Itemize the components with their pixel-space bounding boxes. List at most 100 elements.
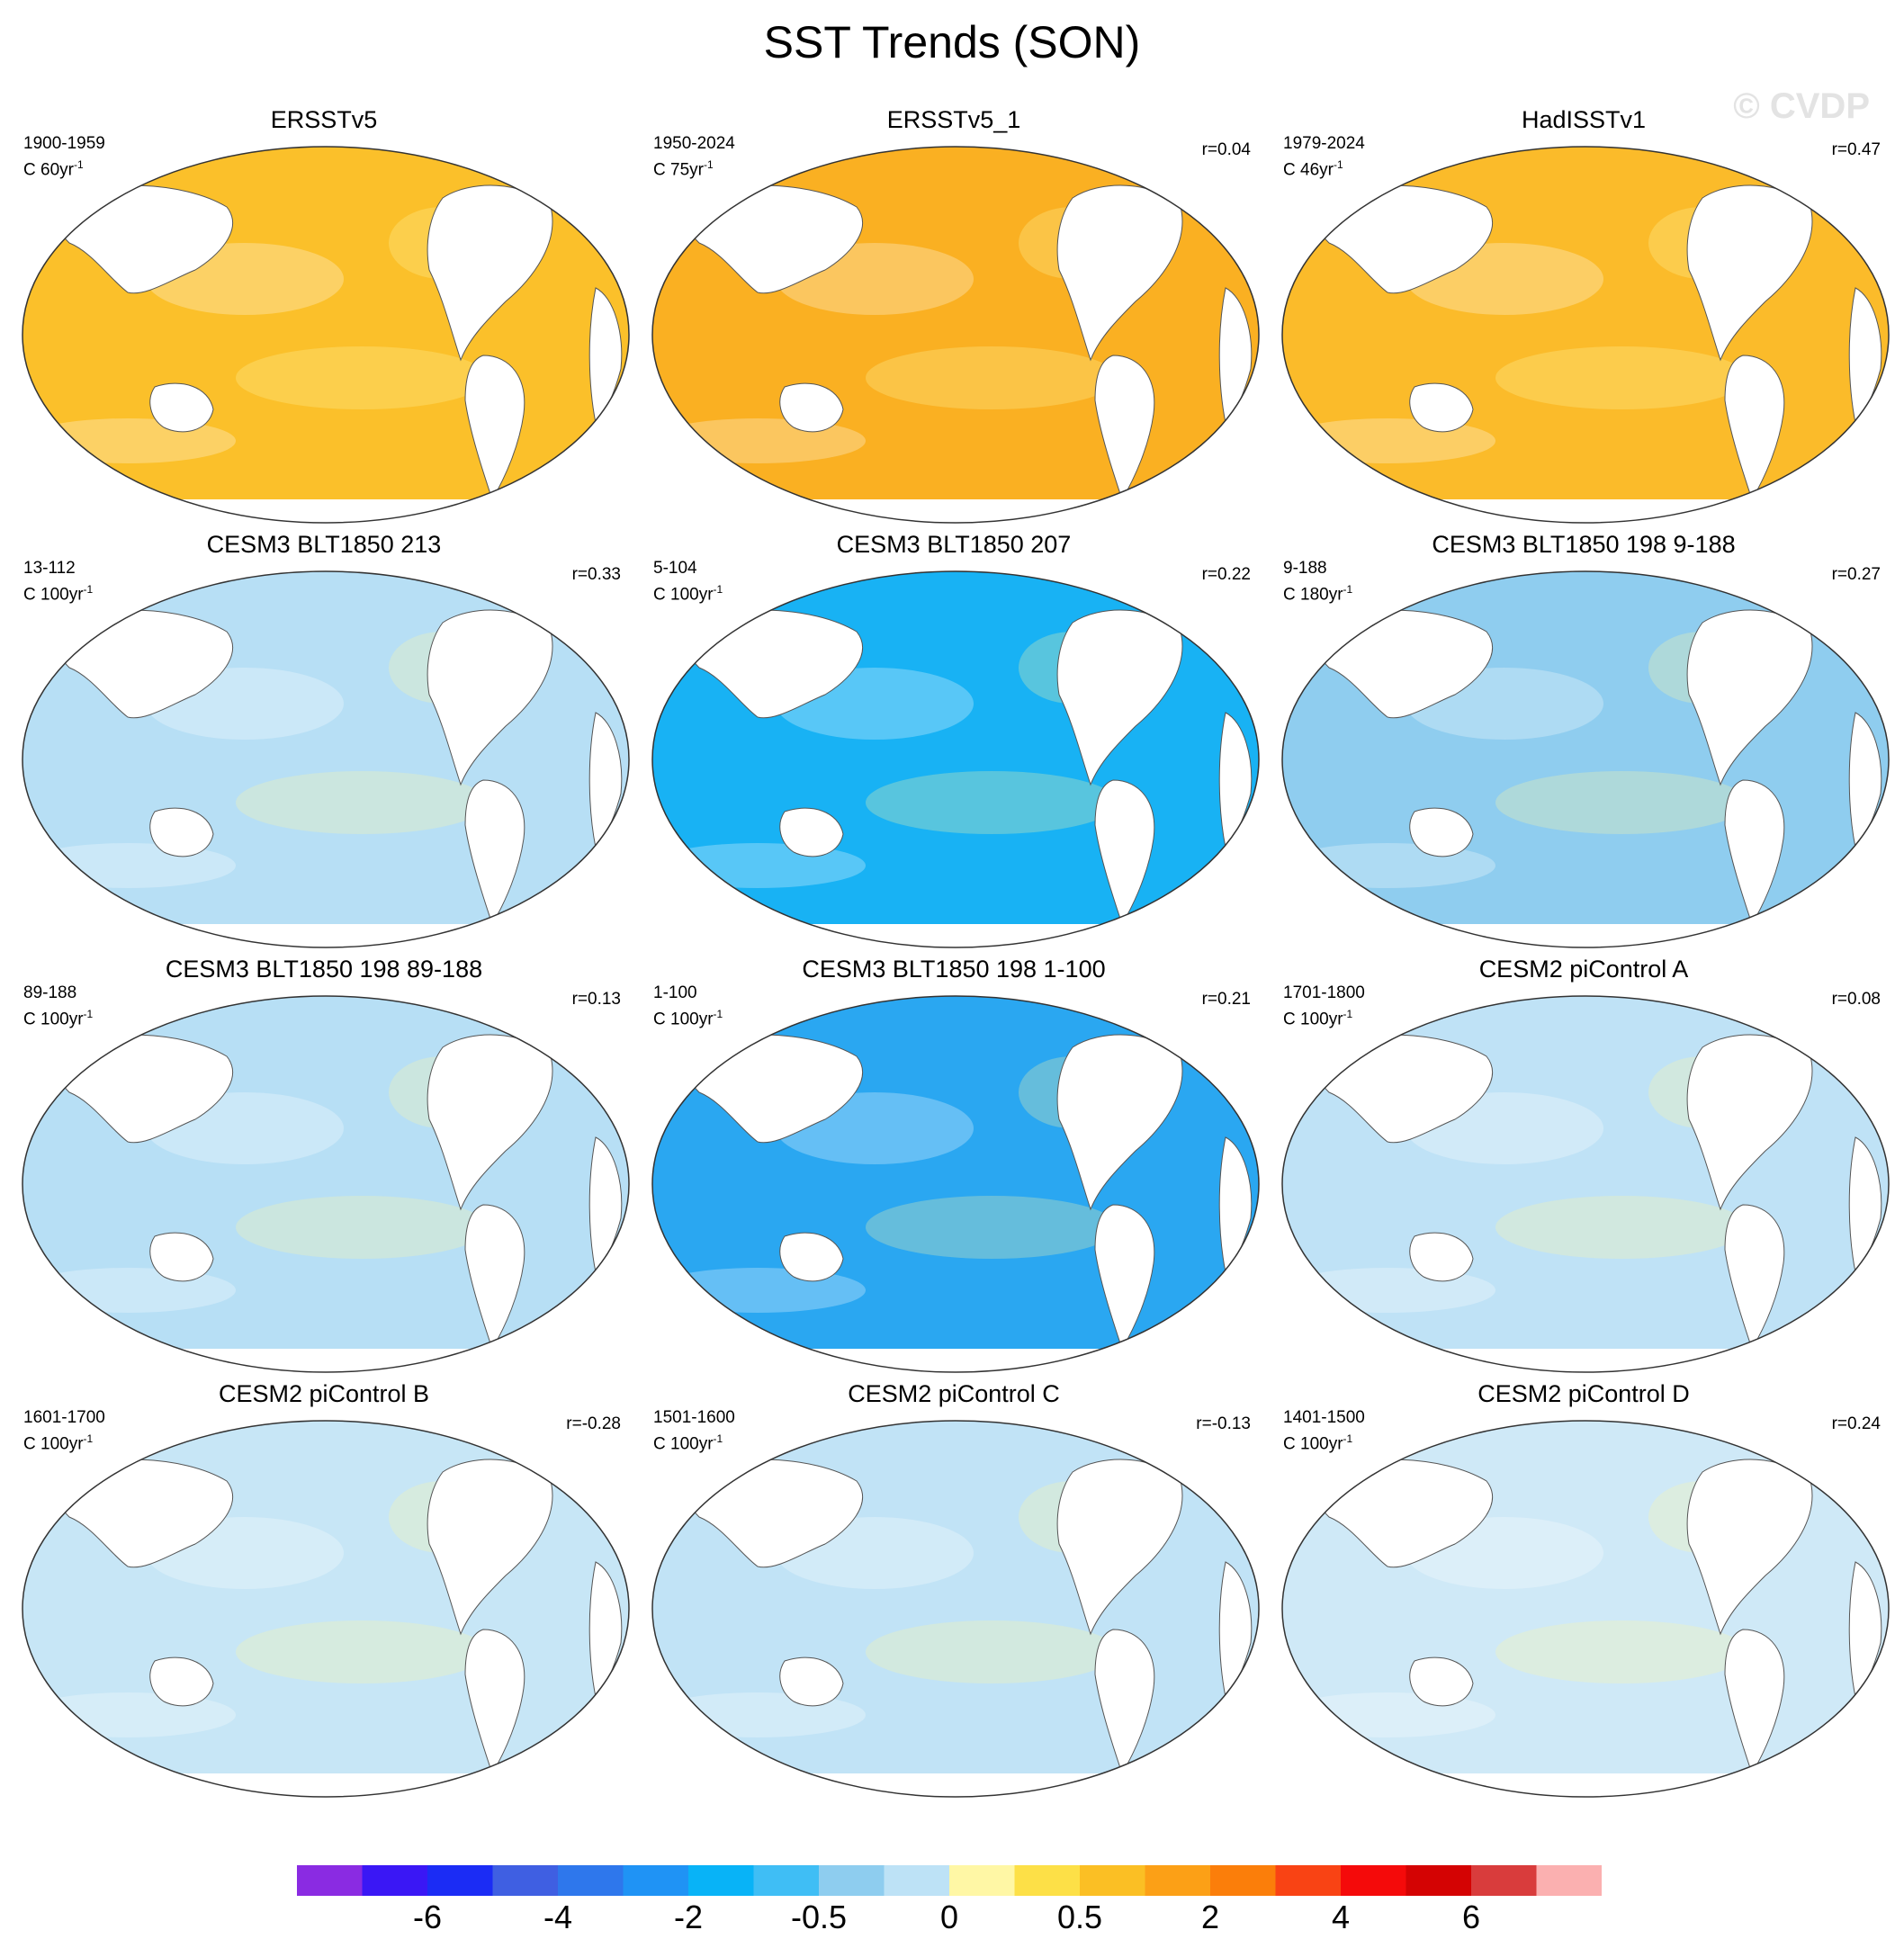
map-border: [651, 1420, 1260, 1798]
anomaly-region: [1495, 346, 1747, 409]
panel-title: CESM3 BLT1850 198 89-188: [165, 956, 483, 983]
pattern-correlation: r=0.47: [1831, 140, 1881, 159]
sst-trend-map: [1281, 1420, 1890, 1798]
colorbar-segment: [884, 1865, 949, 1896]
map-border: [1281, 1420, 1890, 1798]
panel-title: HadISSTv1: [1521, 106, 1647, 133]
continent-land: [1409, 1656, 1474, 1707]
continent-land: [149, 1656, 214, 1707]
colorbar-segment: [1341, 1865, 1406, 1896]
colorbar-segment: [297, 1865, 363, 1896]
sst-trend-map: [651, 995, 1260, 1373]
panel-period: 9-188: [1283, 559, 1327, 578]
units-exponent: -1: [713, 583, 723, 596]
units-exponent: -1: [73, 158, 84, 171]
continent-land: [779, 1232, 844, 1282]
sst-trend-map: [1281, 570, 1890, 948]
panel-units: C 180yr-1: [1283, 579, 1352, 605]
continent-land: [51, 1459, 233, 1568]
continent-land: [1311, 1034, 1493, 1144]
map-panel: CESM2 piControl C 1501-1600 C 100yr-1 r=-0.…: [639, 1380, 1269, 1803]
map-border: [651, 570, 1260, 948]
continent-land: [1311, 609, 1493, 719]
continent-land: [681, 1459, 863, 1568]
continent-land: [1311, 1459, 1493, 1568]
units-base: C 100yr: [653, 1010, 714, 1029]
sst-trend-map: [1281, 995, 1890, 1373]
anomaly-region: [1495, 1196, 1747, 1259]
pattern-correlation: r=0.13: [571, 990, 621, 1009]
panel-title: CESM3 BLT1850 213: [206, 531, 442, 558]
colorbar-segment: [753, 1865, 819, 1896]
colorbar-tick-label: 6: [1461, 1899, 1481, 1935]
panel-units: C 100yr-1: [653, 579, 723, 605]
colorbar-tick-label: 0.5: [1056, 1899, 1103, 1935]
continent-land: [149, 1232, 214, 1282]
pattern-correlation: r=0.08: [1831, 990, 1881, 1009]
units-base: C 100yr: [653, 1434, 714, 1454]
panel-period: 1-100: [653, 983, 697, 1002]
map-border: [22, 146, 630, 524]
units-exponent: -1: [83, 583, 94, 596]
panel-title: CESM2 piControl C: [848, 1380, 1060, 1407]
colorbar-segment: [427, 1865, 493, 1896]
pattern-correlation: r=-0.28: [566, 1414, 621, 1433]
panel-units: C 75yr-1: [653, 155, 714, 180]
map-panel: CESM3 BLT1850 198 9-188 9-188 C 180yr-1 r=0…: [1269, 531, 1899, 954]
colorbar-segment: [819, 1865, 885, 1896]
sst-trend-map: [651, 146, 1260, 524]
colorbar-segment: [949, 1865, 1015, 1896]
panel-units: C 46yr-1: [1283, 155, 1343, 180]
colorbar-segment: [1080, 1865, 1145, 1896]
map-panel: CESM2 piControl B 1601-1700 C 100yr-1 r=-0.…: [9, 1380, 639, 1803]
colorbar-tick-label: -4: [543, 1899, 573, 1935]
pattern-correlation: r=0.04: [1201, 140, 1251, 159]
map-border: [1281, 995, 1890, 1373]
colorbar-tick-label: 4: [1331, 1899, 1351, 1935]
continent-land: [149, 382, 214, 433]
pattern-correlation: r=-0.13: [1196, 1414, 1251, 1433]
panel-title: CESM3 BLT1850 198 9-188: [1432, 531, 1736, 558]
continent-land: [51, 184, 233, 294]
units-base: C 46yr: [1283, 160, 1334, 180]
panel-title: CESM3 BLT1850 207: [836, 531, 1072, 558]
map-panel: CESM3 BLT1850 198 89-188 89-188 C 100yr-1 r…: [9, 956, 639, 1378]
panel-units: C 100yr-1: [1283, 1004, 1352, 1029]
map-panel: CESM2 piControl D 1401-1500 C 100yr-1 r=0.2…: [1269, 1380, 1899, 1803]
panel-period: 1601-1700: [23, 1408, 105, 1427]
continent-land: [779, 807, 844, 857]
figure-title: SST Trends (SON): [763, 17, 1141, 67]
sst-trend-map: [651, 1420, 1260, 1798]
colorbar-segment: [362, 1865, 427, 1896]
continent-land: [1409, 807, 1474, 857]
panel-period: 13-112: [23, 559, 76, 578]
map-panel: CESM3 BLT1850 213 13-112 C 100yr-1 r=0.33: [9, 531, 639, 954]
continent-land: [681, 609, 863, 719]
anomaly-region: [866, 1620, 1118, 1683]
map-panel: ERSSTv5 1900-1959 C 60yr-1: [9, 106, 639, 529]
continent-land: [681, 1034, 863, 1144]
panel-units: C 100yr-1: [23, 579, 93, 605]
colorbar: [297, 1865, 1602, 1896]
map-border: [22, 1420, 630, 1798]
pattern-correlation: r=0.22: [1201, 565, 1251, 584]
pattern-correlation: r=0.27: [1831, 565, 1881, 584]
sst-trend-map: [1281, 146, 1890, 524]
panel-period: 1979-2024: [1283, 134, 1365, 153]
map-border: [22, 570, 630, 948]
continent-land: [1311, 184, 1493, 294]
colorbar-segment: [623, 1865, 688, 1896]
colorbar-segment: [1014, 1865, 1080, 1896]
anomaly-region: [866, 1196, 1118, 1259]
colorbar-segment: [1471, 1865, 1537, 1896]
anomaly-region: [866, 346, 1118, 409]
units-exponent: -1: [1343, 583, 1353, 596]
map-border: [1281, 146, 1890, 524]
panel-period: 89-188: [23, 983, 77, 1002]
panel-title: ERSSTv5_1: [886, 106, 1021, 133]
panel-period: 1501-1600: [653, 1408, 735, 1427]
map-border: [651, 146, 1260, 524]
units-exponent: -1: [1343, 1008, 1353, 1020]
anomaly-region: [866, 771, 1118, 834]
continent-land: [51, 1034, 233, 1144]
